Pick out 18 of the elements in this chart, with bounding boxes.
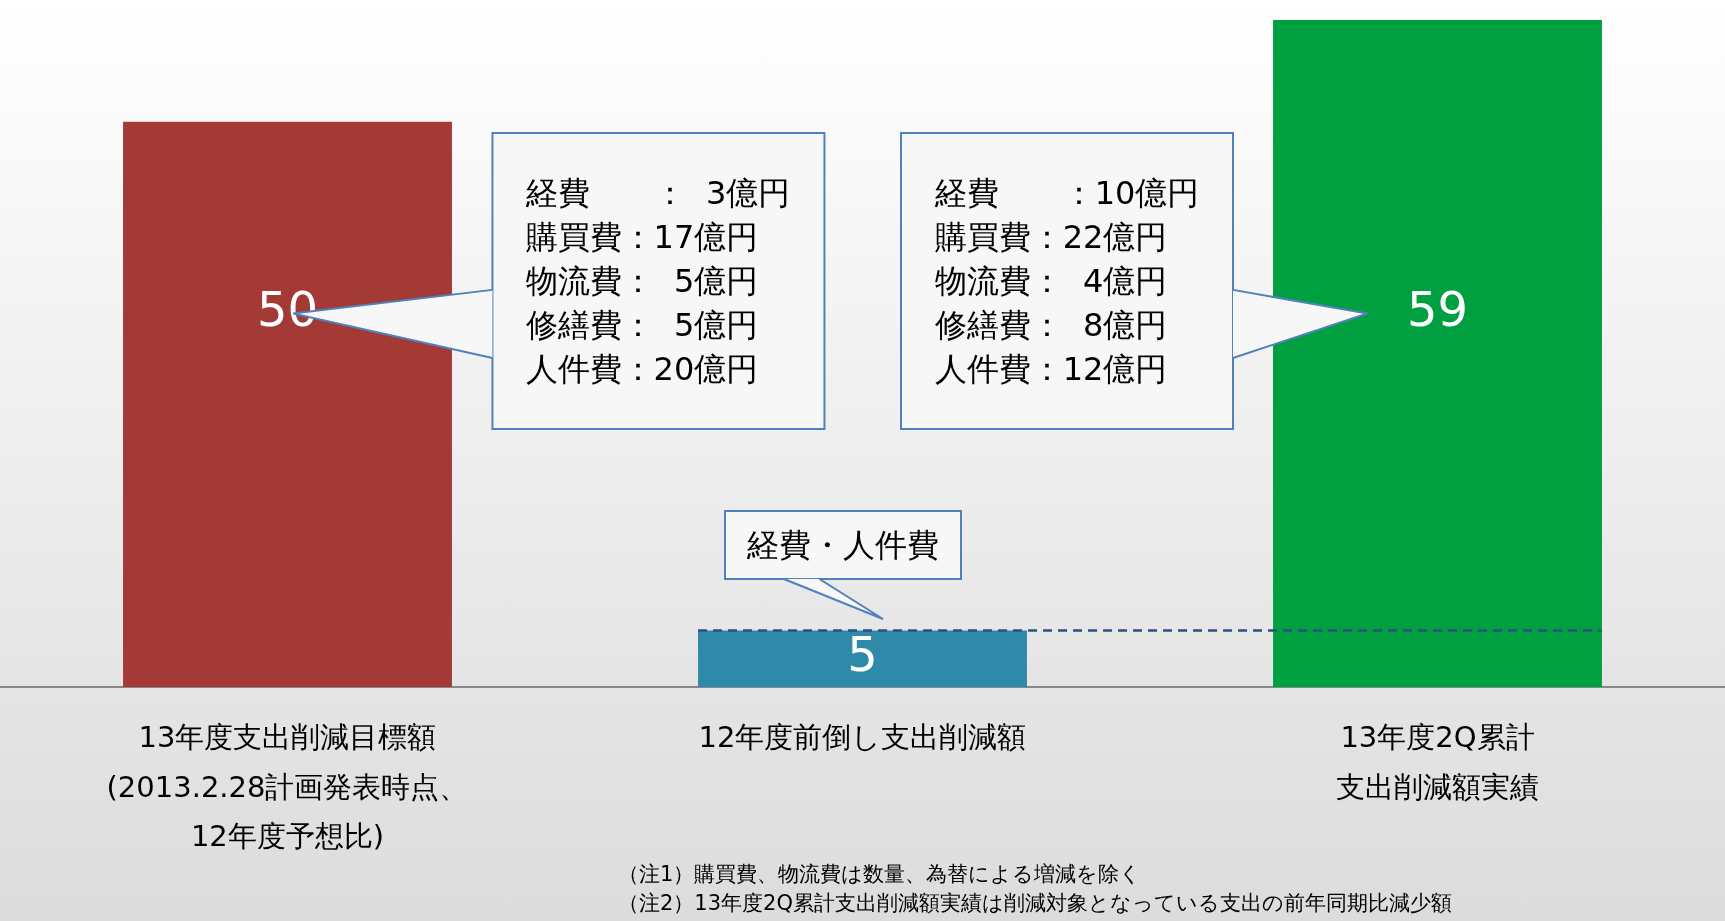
annotation: 物流費： 5億円: [525, 262, 759, 300]
data-label: 5: [847, 626, 878, 683]
annotation: 修繕費： 5億円: [525, 306, 759, 344]
annotation: 修繕費： 8億円: [934, 306, 1168, 344]
annotation: 経費 ： 3億円: [525, 174, 791, 212]
annotation: 経費 ：10億円: [934, 174, 1200, 212]
annotation: 購買費：17億円: [525, 218, 759, 256]
text: （注2）13年度2Q累計支出削減額実績は削減対象となっている支出の前年同期比減少額: [618, 891, 1452, 916]
annotation: 経費・人件費: [746, 524, 939, 566]
x-tick-label: 12年度前倒し支出削減額: [698, 720, 1027, 755]
x-tick-label: 13年度2Q累計支出削減額実績: [1336, 720, 1539, 804]
x-tick-label: 13年度支出削減目標額 (2013.2.28計画発表時点、 12年度予想比): [106, 720, 469, 853]
data-label: 59: [1406, 280, 1469, 337]
annotation: 購買費：22億円: [934, 218, 1168, 256]
text: （注1）購買費、物流費は数量、為替による増減を除く: [618, 862, 1142, 887]
annotation: 人件費：12億円: [934, 350, 1168, 388]
annotation: 物流費： 4億円: [934, 262, 1168, 300]
annotation: 人件費：20億円: [525, 350, 759, 388]
